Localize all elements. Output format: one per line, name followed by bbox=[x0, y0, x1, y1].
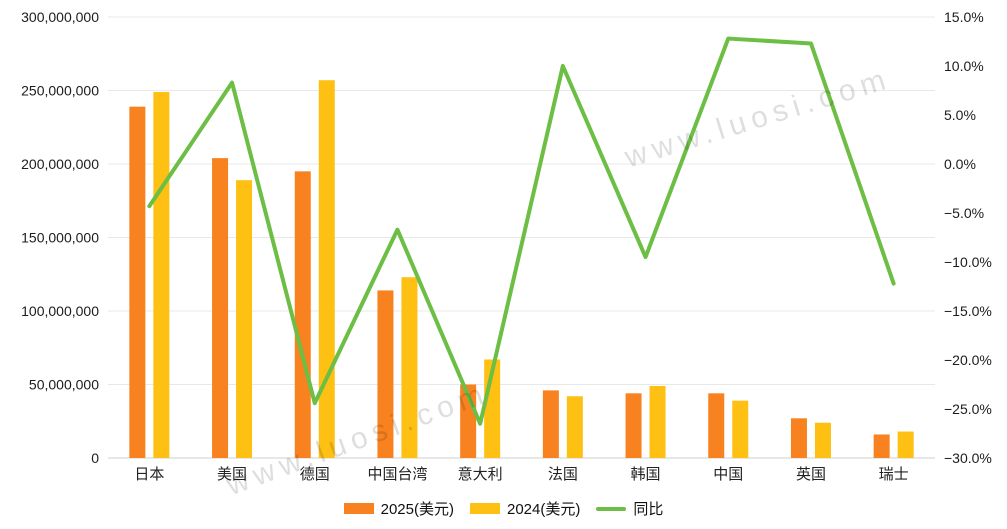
x-axis-category-label: 美国 bbox=[217, 466, 247, 483]
right-axis-tick-label: 0.0% bbox=[944, 156, 976, 172]
x-axis-category-label: 英国 bbox=[796, 465, 826, 483]
legend-item-2025[interactable]: 2025(美元) bbox=[343, 498, 454, 519]
bar-s1-c8 bbox=[814, 422, 831, 458]
bar-s0-c8 bbox=[790, 418, 807, 458]
bar-s1-c3 bbox=[401, 277, 418, 458]
bar-s1-c2 bbox=[318, 80, 335, 459]
right-axis-tick-label: 15.0% bbox=[944, 9, 984, 25]
bar-s1-c5 bbox=[566, 396, 583, 458]
bar-s1-c9 bbox=[897, 431, 914, 458]
bar-s0-c5 bbox=[542, 390, 559, 458]
bar-s0-c3 bbox=[377, 290, 394, 458]
left-axis-tick-label: 0 bbox=[91, 450, 99, 466]
legend-item-2024[interactable]: 2024(美元) bbox=[469, 498, 581, 519]
right-axis-tick-label: −20.0% bbox=[944, 352, 992, 368]
x-axis-category-label: 意大利 bbox=[458, 465, 503, 483]
right-axis-tick-label: 10.0% bbox=[944, 58, 984, 74]
bar-s1-c7 bbox=[732, 400, 749, 458]
x-axis-category-label: 瑞士 bbox=[879, 466, 909, 483]
bar-s0-c9 bbox=[873, 434, 890, 458]
bar-s0-c2 bbox=[294, 171, 311, 458]
legend-label-2024: 2024(美元) bbox=[506, 501, 581, 518]
right-axis-tick-label: 5.0% bbox=[944, 107, 976, 123]
bar-s0-c7 bbox=[708, 393, 725, 458]
right-axis-tick-label: −10.0% bbox=[944, 254, 992, 270]
right-axis-tick-label: −25.0% bbox=[944, 401, 992, 417]
left-axis-tick-label: 50,000,000 bbox=[29, 377, 99, 393]
x-axis-category-label: 中国台湾 bbox=[367, 466, 427, 483]
legend-swatch-yoy-line bbox=[596, 506, 627, 511]
x-axis-category-label: 法国 bbox=[548, 466, 578, 483]
legend-swatch-2025 bbox=[343, 503, 374, 514]
bar-s0-c6 bbox=[625, 393, 642, 458]
left-axis-tick-label: 250,000,000 bbox=[21, 83, 99, 99]
bar-s0-c0 bbox=[129, 106, 146, 459]
x-axis-category-label: 韩国 bbox=[631, 466, 661, 483]
bar-s0-c1 bbox=[212, 158, 229, 458]
legend-swatch-2024 bbox=[469, 503, 500, 514]
left-axis-tick-label: 200,000,000 bbox=[21, 156, 99, 172]
yoy-trend-line bbox=[147, 36, 896, 426]
chart-plot-area: 300,000,000 250,000,000 200,000,000 150,000… bbox=[21, 9, 992, 483]
x-axis-category-label: 德国 bbox=[300, 465, 330, 483]
x-axis-category-label: 中国 bbox=[713, 466, 743, 483]
bar-s1-c1 bbox=[236, 180, 253, 459]
bar-s1-c6 bbox=[649, 385, 666, 458]
legend: 2025(美元) 2024(美元) 同比 bbox=[0, 498, 1007, 519]
right-axis-tick-label: −30.0% bbox=[944, 450, 992, 466]
right-axis-tick-label: −15.0% bbox=[944, 303, 992, 319]
legend-label-2025: 2025(美元) bbox=[380, 501, 454, 518]
left-axis-tick-label: 300,000,000 bbox=[21, 9, 99, 25]
right-axis-tick-label: −5.0% bbox=[944, 205, 984, 221]
left-axis-tick-label: 150,000,000 bbox=[21, 230, 99, 246]
legend-label-yoy: 同比 bbox=[633, 501, 664, 518]
x-axis-category-label: 日本 bbox=[134, 466, 164, 483]
bar-s1-c0 bbox=[153, 91, 170, 458]
legend-item-yoy[interactable]: 同比 bbox=[596, 498, 663, 519]
left-axis-tick-label: 100,000,000 bbox=[21, 303, 99, 319]
